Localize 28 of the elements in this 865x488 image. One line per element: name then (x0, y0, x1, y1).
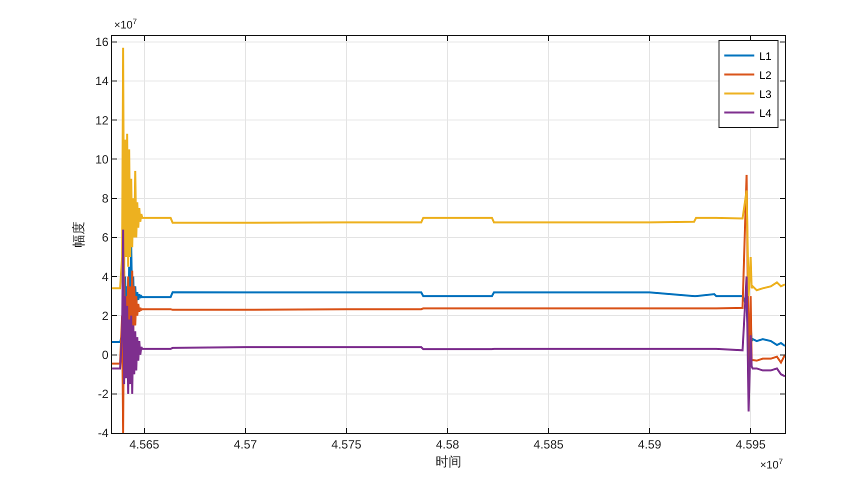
y-tick-label: 16 (95, 35, 109, 50)
y-tick-label: 6 (102, 230, 109, 245)
y-tick-label: 10 (95, 152, 109, 166)
line-series (112, 46, 785, 298)
x-tick-label: 4.565 (129, 437, 160, 452)
y-tick-label: 14 (95, 74, 109, 88)
y-tick-label: 8 (102, 192, 109, 206)
y-axis-title: 幅度 (71, 222, 86, 248)
legend-label: L2 (759, 70, 772, 82)
text: ×10$^{7}$ (114, 17, 137, 32)
text: ×10$^{7}$ (760, 457, 783, 472)
legend-label: L4 (759, 108, 772, 120)
x-tick-label: 4.58 (436, 437, 460, 452)
y-tick-label: 2 (102, 308, 109, 323)
legend-label: L3 (759, 88, 772, 101)
y-tick-label: 0 (102, 348, 109, 362)
x-axis-title: 时间 (436, 454, 462, 469)
x-tick-label: 4.575 (331, 437, 362, 452)
legend-label: L1 (759, 50, 772, 63)
x-tick-label: 4.595 (736, 437, 766, 452)
x-tick-label: 4.59 (638, 437, 662, 452)
y-tick-label: -2 (98, 387, 109, 402)
y-tick-label: 4 (102, 270, 109, 284)
line-series (112, 228, 785, 412)
y-tick-label: 12 (95, 113, 109, 128)
x-tick-label: 4.57 (234, 437, 258, 452)
x-tick-label: 4.585 (534, 437, 564, 452)
y-tick-label: -4 (98, 426, 109, 440)
